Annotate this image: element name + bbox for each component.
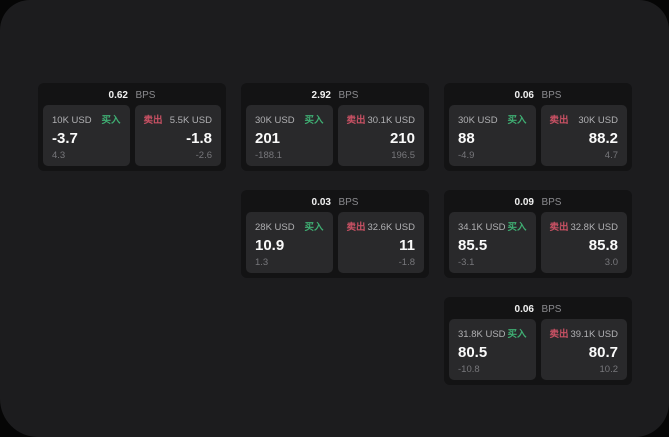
sell-side-label: 卖出 (549, 115, 569, 126)
buy-amount: 30K USD (458, 115, 498, 126)
quote-panels: 34.1K USD 买入 85.5 -3.1 卖出 32.8K USD 85.8… (449, 212, 627, 273)
quote-panels: 31.8K USD 买入 80.5 -10.8 卖出 39.1K USD 80.… (449, 319, 627, 380)
buy-change: 1.3 (255, 256, 269, 268)
sell-change: -2.6 (195, 149, 212, 161)
sell-tile[interactable]: 卖出 5.5K USD -1.8 -2.6 (134, 105, 221, 166)
bps-header: 2.92 BPS (246, 83, 424, 105)
buy-side-label: 买入 (304, 115, 324, 126)
quote-card: 0.09 BPS 34.1K USD 买入 85.5 -3.1 卖出 32.8K… (444, 190, 632, 278)
buy-tile[interactable]: 34.1K USD 买入 85.5 -3.1 (449, 212, 536, 273)
buy-tile[interactable]: 31.8K USD 买入 80.5 -10.8 (449, 319, 536, 380)
buy-change: -10.8 (458, 363, 480, 375)
quote-card: 0.62 BPS 10K USD 买入 -3.7 4.3 卖出 5.5K USD (38, 83, 226, 171)
buy-tile[interactable]: 28K USD 买入 10.9 1.3 (246, 212, 333, 273)
bps-unit-label: BPS (135, 90, 156, 101)
quote-card: 2.92 BPS 30K USD 买入 201 -188.1 卖出 30.1K … (241, 83, 429, 171)
sell-price: -1.8 (186, 129, 212, 147)
buy-amount: 31.8K USD (458, 329, 506, 340)
bps-unit-label: BPS (338, 197, 359, 208)
buy-amount: 30K USD (255, 115, 295, 126)
sell-side-label: 卖出 (346, 115, 366, 126)
sell-tile[interactable]: 卖出 39.1K USD 80.7 10.2 (540, 319, 627, 380)
bps-header: 0.62 BPS (43, 83, 221, 105)
sell-amount: 5.5K USD (169, 115, 212, 126)
buy-tile[interactable]: 30K USD 买入 201 -188.1 (246, 105, 333, 166)
buy-tile[interactable]: 30K USD 买入 88 -4.9 (449, 105, 536, 166)
quote-panels: 10K USD 买入 -3.7 4.3 卖出 5.5K USD -1.8 -2.… (43, 105, 221, 166)
sell-change: 196.5 (391, 149, 415, 161)
buy-change: 4.3 (52, 149, 66, 161)
sell-amount: 32.6K USD (367, 222, 415, 233)
buy-price: 80.5 (458, 343, 488, 361)
sell-side-label: 卖出 (549, 329, 569, 340)
buy-change: -4.9 (458, 149, 475, 161)
buy-price: 10.9 (255, 236, 285, 254)
sell-amount: 32.8K USD (570, 222, 618, 233)
sell-amount: 39.1K USD (570, 329, 618, 340)
sell-price: 80.7 (588, 343, 618, 361)
sell-change: -1.8 (398, 256, 415, 268)
sell-side-label: 卖出 (549, 222, 569, 233)
sell-change: 10.2 (599, 363, 619, 375)
bps-unit-label: BPS (541, 197, 562, 208)
buy-price: 201 (255, 129, 281, 147)
sell-amount: 30.1K USD (367, 115, 415, 126)
sell-price: 11 (399, 236, 415, 254)
bps-unit-label: BPS (541, 304, 562, 315)
buy-amount: 10K USD (52, 115, 92, 126)
buy-side-label: 买入 (101, 115, 121, 126)
buy-change: -188.1 (255, 149, 282, 161)
quote-card: 0.06 BPS 30K USD 买入 88 -4.9 卖出 30K USD (444, 83, 632, 171)
bps-value: 0.62 (108, 90, 128, 101)
buy-change: -3.1 (458, 256, 475, 268)
quote-card: 0.06 BPS 31.8K USD 买入 80.5 -10.8 卖出 39.1… (444, 297, 632, 385)
sell-tile[interactable]: 卖出 30K USD 88.2 4.7 (540, 105, 627, 166)
bps-header: 0.06 BPS (449, 83, 627, 105)
quote-panels: 28K USD 买入 10.9 1.3 卖出 32.6K USD 11 -1.8 (246, 212, 424, 273)
buy-price: 85.5 (458, 236, 488, 254)
quote-panels: 30K USD 买入 88 -4.9 卖出 30K USD 88.2 4.7 (449, 105, 627, 166)
sell-tile[interactable]: 卖出 32.8K USD 85.8 3.0 (540, 212, 627, 273)
sell-change: 3.0 (604, 256, 618, 268)
bps-header: 0.06 BPS (449, 297, 627, 319)
bps-value: 0.09 (514, 197, 534, 208)
buy-side-label: 买入 (507, 222, 527, 233)
sell-price: 85.8 (588, 236, 618, 254)
bps-header: 0.09 BPS (449, 190, 627, 212)
sell-tile[interactable]: 卖出 30.1K USD 210 196.5 (337, 105, 424, 166)
quote-card: 0.03 BPS 28K USD 买入 10.9 1.3 卖出 32.6K US… (241, 190, 429, 278)
bps-unit-label: BPS (338, 90, 359, 101)
quote-panels: 30K USD 买入 201 -188.1 卖出 30.1K USD 210 1… (246, 105, 424, 166)
buy-amount: 28K USD (255, 222, 295, 233)
sell-side-label: 卖出 (143, 115, 163, 126)
bps-value: 0.06 (514, 90, 534, 101)
bps-header: 0.03 BPS (246, 190, 424, 212)
sell-change: 4.7 (604, 149, 618, 161)
buy-side-label: 买入 (304, 222, 324, 233)
buy-side-label: 买入 (507, 115, 527, 126)
sell-price: 210 (389, 129, 415, 147)
sell-amount: 30K USD (578, 115, 618, 126)
buy-tile[interactable]: 10K USD 买入 -3.7 4.3 (43, 105, 130, 166)
buy-side-label: 买入 (507, 329, 527, 340)
bps-value: 0.06 (514, 304, 534, 315)
quote-cards-grid: 0.62 BPS 10K USD 买入 -3.7 4.3 卖出 5.5K USD (38, 83, 632, 385)
bps-unit-label: BPS (541, 90, 562, 101)
buy-amount: 34.1K USD (458, 222, 506, 233)
sell-tile[interactable]: 卖出 32.6K USD 11 -1.8 (337, 212, 424, 273)
buy-price: 88 (458, 129, 475, 147)
bps-value: 0.03 (311, 197, 331, 208)
buy-price: -3.7 (52, 129, 78, 147)
bps-value: 2.92 (311, 90, 331, 101)
sell-price: 88.2 (588, 129, 618, 147)
sell-side-label: 卖出 (346, 222, 366, 233)
